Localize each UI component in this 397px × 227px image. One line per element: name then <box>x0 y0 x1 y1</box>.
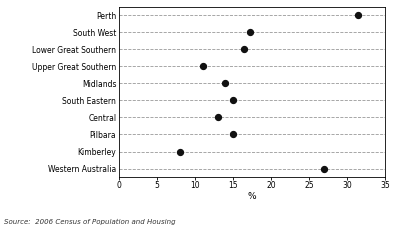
Point <box>321 167 328 170</box>
Point <box>177 150 183 153</box>
Point <box>230 133 236 136</box>
Point <box>230 99 236 102</box>
Text: Source:  2006 Census of Population and Housing: Source: 2006 Census of Population and Ho… <box>4 219 175 225</box>
Point <box>247 30 253 34</box>
Point <box>200 64 206 68</box>
Point <box>355 13 362 17</box>
X-axis label: %: % <box>248 192 256 201</box>
Point <box>215 116 221 119</box>
Point <box>222 81 229 85</box>
Point <box>241 47 248 51</box>
